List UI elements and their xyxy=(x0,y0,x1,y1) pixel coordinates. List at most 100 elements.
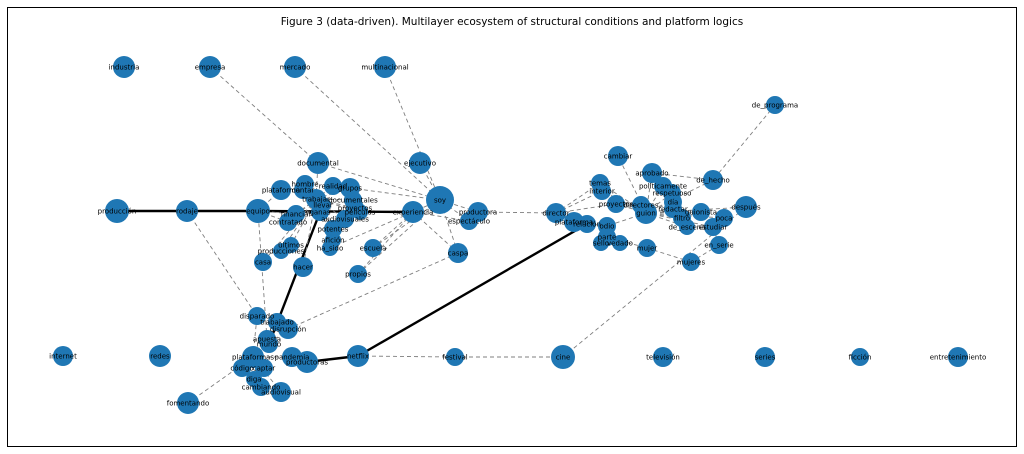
node-label-ha_sido: ha_sido xyxy=(317,245,344,253)
node-label-productoras: productoras xyxy=(286,359,328,367)
edge-empresa-documental xyxy=(209,66,319,164)
node-label-cine: cine xyxy=(556,354,571,362)
node-label-redes: redes xyxy=(150,353,170,361)
node-label-sello: sello xyxy=(593,240,609,248)
node-label-entretenimiento: entretenimiento xyxy=(930,354,987,362)
node-label-codigo: código xyxy=(230,365,253,373)
node-de_hecho xyxy=(703,170,723,190)
node-ha_sido xyxy=(322,240,338,256)
edge-trabajar-hacer xyxy=(302,198,317,268)
node-label-trabajar: trabajar xyxy=(302,196,330,204)
node-label-en_serie: en_serie xyxy=(704,242,733,250)
node-label-filtro: filtro xyxy=(674,215,690,223)
node-label-proyectos_r: proyectos xyxy=(599,201,634,209)
edge-multinacional-soy xyxy=(384,66,441,201)
node-label-plataforma_c: plataforma xyxy=(262,187,300,195)
node-label-pandemia: pandemia xyxy=(275,354,310,362)
edge-guion-proyectos_r xyxy=(615,203,647,214)
node-audiovisual xyxy=(271,382,291,402)
edge-productora-director xyxy=(477,211,557,214)
edge-netflix-relacion xyxy=(357,222,588,358)
node-label-rodaje: rodaje xyxy=(176,208,198,216)
node-label-trabajado: trabajado xyxy=(260,319,294,327)
node-relacion xyxy=(578,215,596,233)
node-label-hacer: hacer xyxy=(293,264,313,272)
node-label-proyectos_l: proyectos xyxy=(338,205,373,213)
node-label-dia: día xyxy=(668,199,679,207)
node-fomentando xyxy=(177,392,199,414)
edge-grupos-soy xyxy=(349,187,441,201)
node-label-espectaculo: espectáculo xyxy=(448,218,490,226)
node-en_serie xyxy=(710,236,728,254)
node-label-festival: festival xyxy=(442,354,468,362)
node-mundo xyxy=(260,335,278,353)
node-mujeres xyxy=(682,253,700,271)
node-guion xyxy=(635,202,657,224)
node-ficcion xyxy=(851,348,869,366)
edge-equipo-experiencia xyxy=(257,209,414,214)
node-cambiar xyxy=(608,146,628,166)
node-label-respetuoso: respetuoso xyxy=(653,190,692,198)
node-label-realidad: realidad xyxy=(319,183,347,191)
node-label-escuela: escuela xyxy=(360,245,387,253)
node-vedado xyxy=(612,235,628,251)
edge-mercado-soy xyxy=(294,66,441,201)
node-label-ficcion: ficción xyxy=(849,354,872,362)
node-disparado xyxy=(248,307,266,325)
node-plataforma_c xyxy=(271,180,291,200)
edge-equipo-plataforma_c xyxy=(257,189,282,212)
node-despues xyxy=(735,196,757,218)
node-label-de_hecho: de_hecho xyxy=(696,177,730,185)
node-label-de_escena: de_escena xyxy=(668,224,705,232)
node-series xyxy=(755,347,775,367)
node-label-plataforma_r: plataforma xyxy=(555,219,593,227)
node-label-fomentando: fomentando xyxy=(167,400,210,408)
node-label-director: director xyxy=(542,210,569,218)
node-label-internet: internet xyxy=(49,353,77,361)
node-productoras xyxy=(296,351,318,373)
node-multinacional xyxy=(374,56,396,78)
node-label-directores: directores xyxy=(624,202,659,210)
node-aprobado xyxy=(642,163,662,183)
node-label-empresa: empresa xyxy=(195,64,226,72)
node-label-vedado: vedado xyxy=(607,240,633,248)
edge-director-proyectos_r xyxy=(555,203,617,214)
edge-guion-poca xyxy=(645,212,725,219)
node-documental xyxy=(307,152,329,174)
node-label-experiencia: experiencia xyxy=(393,209,434,217)
node-netflix xyxy=(347,345,369,367)
node-festival xyxy=(446,348,464,366)
node-empresa xyxy=(199,56,221,78)
node-guionista xyxy=(692,203,710,221)
node-caspa xyxy=(448,243,468,263)
node-peliculas xyxy=(352,204,368,220)
figure-title: Figure 3 (data-driven). Multilayer ecosy… xyxy=(280,16,744,28)
node-espectaculo xyxy=(460,212,478,230)
node-experiencia xyxy=(402,201,424,223)
edge-ha_sido-experiencia xyxy=(329,211,414,249)
node-label-temas: temas xyxy=(589,180,611,188)
node-label-ultimos: últimos xyxy=(278,242,304,250)
node-label-financiar: financiar xyxy=(281,211,312,219)
node-label-produccion: producción xyxy=(98,208,137,216)
node-label-interior: interior xyxy=(589,188,615,196)
node-director xyxy=(546,203,566,223)
node-label-contar: contar xyxy=(292,187,315,195)
node-label-relacion: relación xyxy=(573,221,601,229)
node-label-disparado: disparado xyxy=(240,313,275,321)
node-cambiando xyxy=(252,378,270,396)
node-industria xyxy=(113,56,135,78)
node-label-aprobado: aprobado xyxy=(635,170,668,178)
node-label-peliculas: películas xyxy=(345,209,376,217)
node-label-mercado: mercado xyxy=(280,64,311,72)
node-mujer xyxy=(638,239,656,257)
node-label-mujer: mujer xyxy=(637,245,658,253)
node-label-soy: soy xyxy=(434,197,446,205)
node-realidad xyxy=(324,177,342,195)
node-label-caspa: caspa xyxy=(448,250,469,258)
node-disrupcion xyxy=(278,319,298,339)
node-label-producciones: producciones xyxy=(258,248,305,256)
edge-guion-respetuoso xyxy=(645,192,673,214)
node-label-captar: captar xyxy=(253,365,276,373)
